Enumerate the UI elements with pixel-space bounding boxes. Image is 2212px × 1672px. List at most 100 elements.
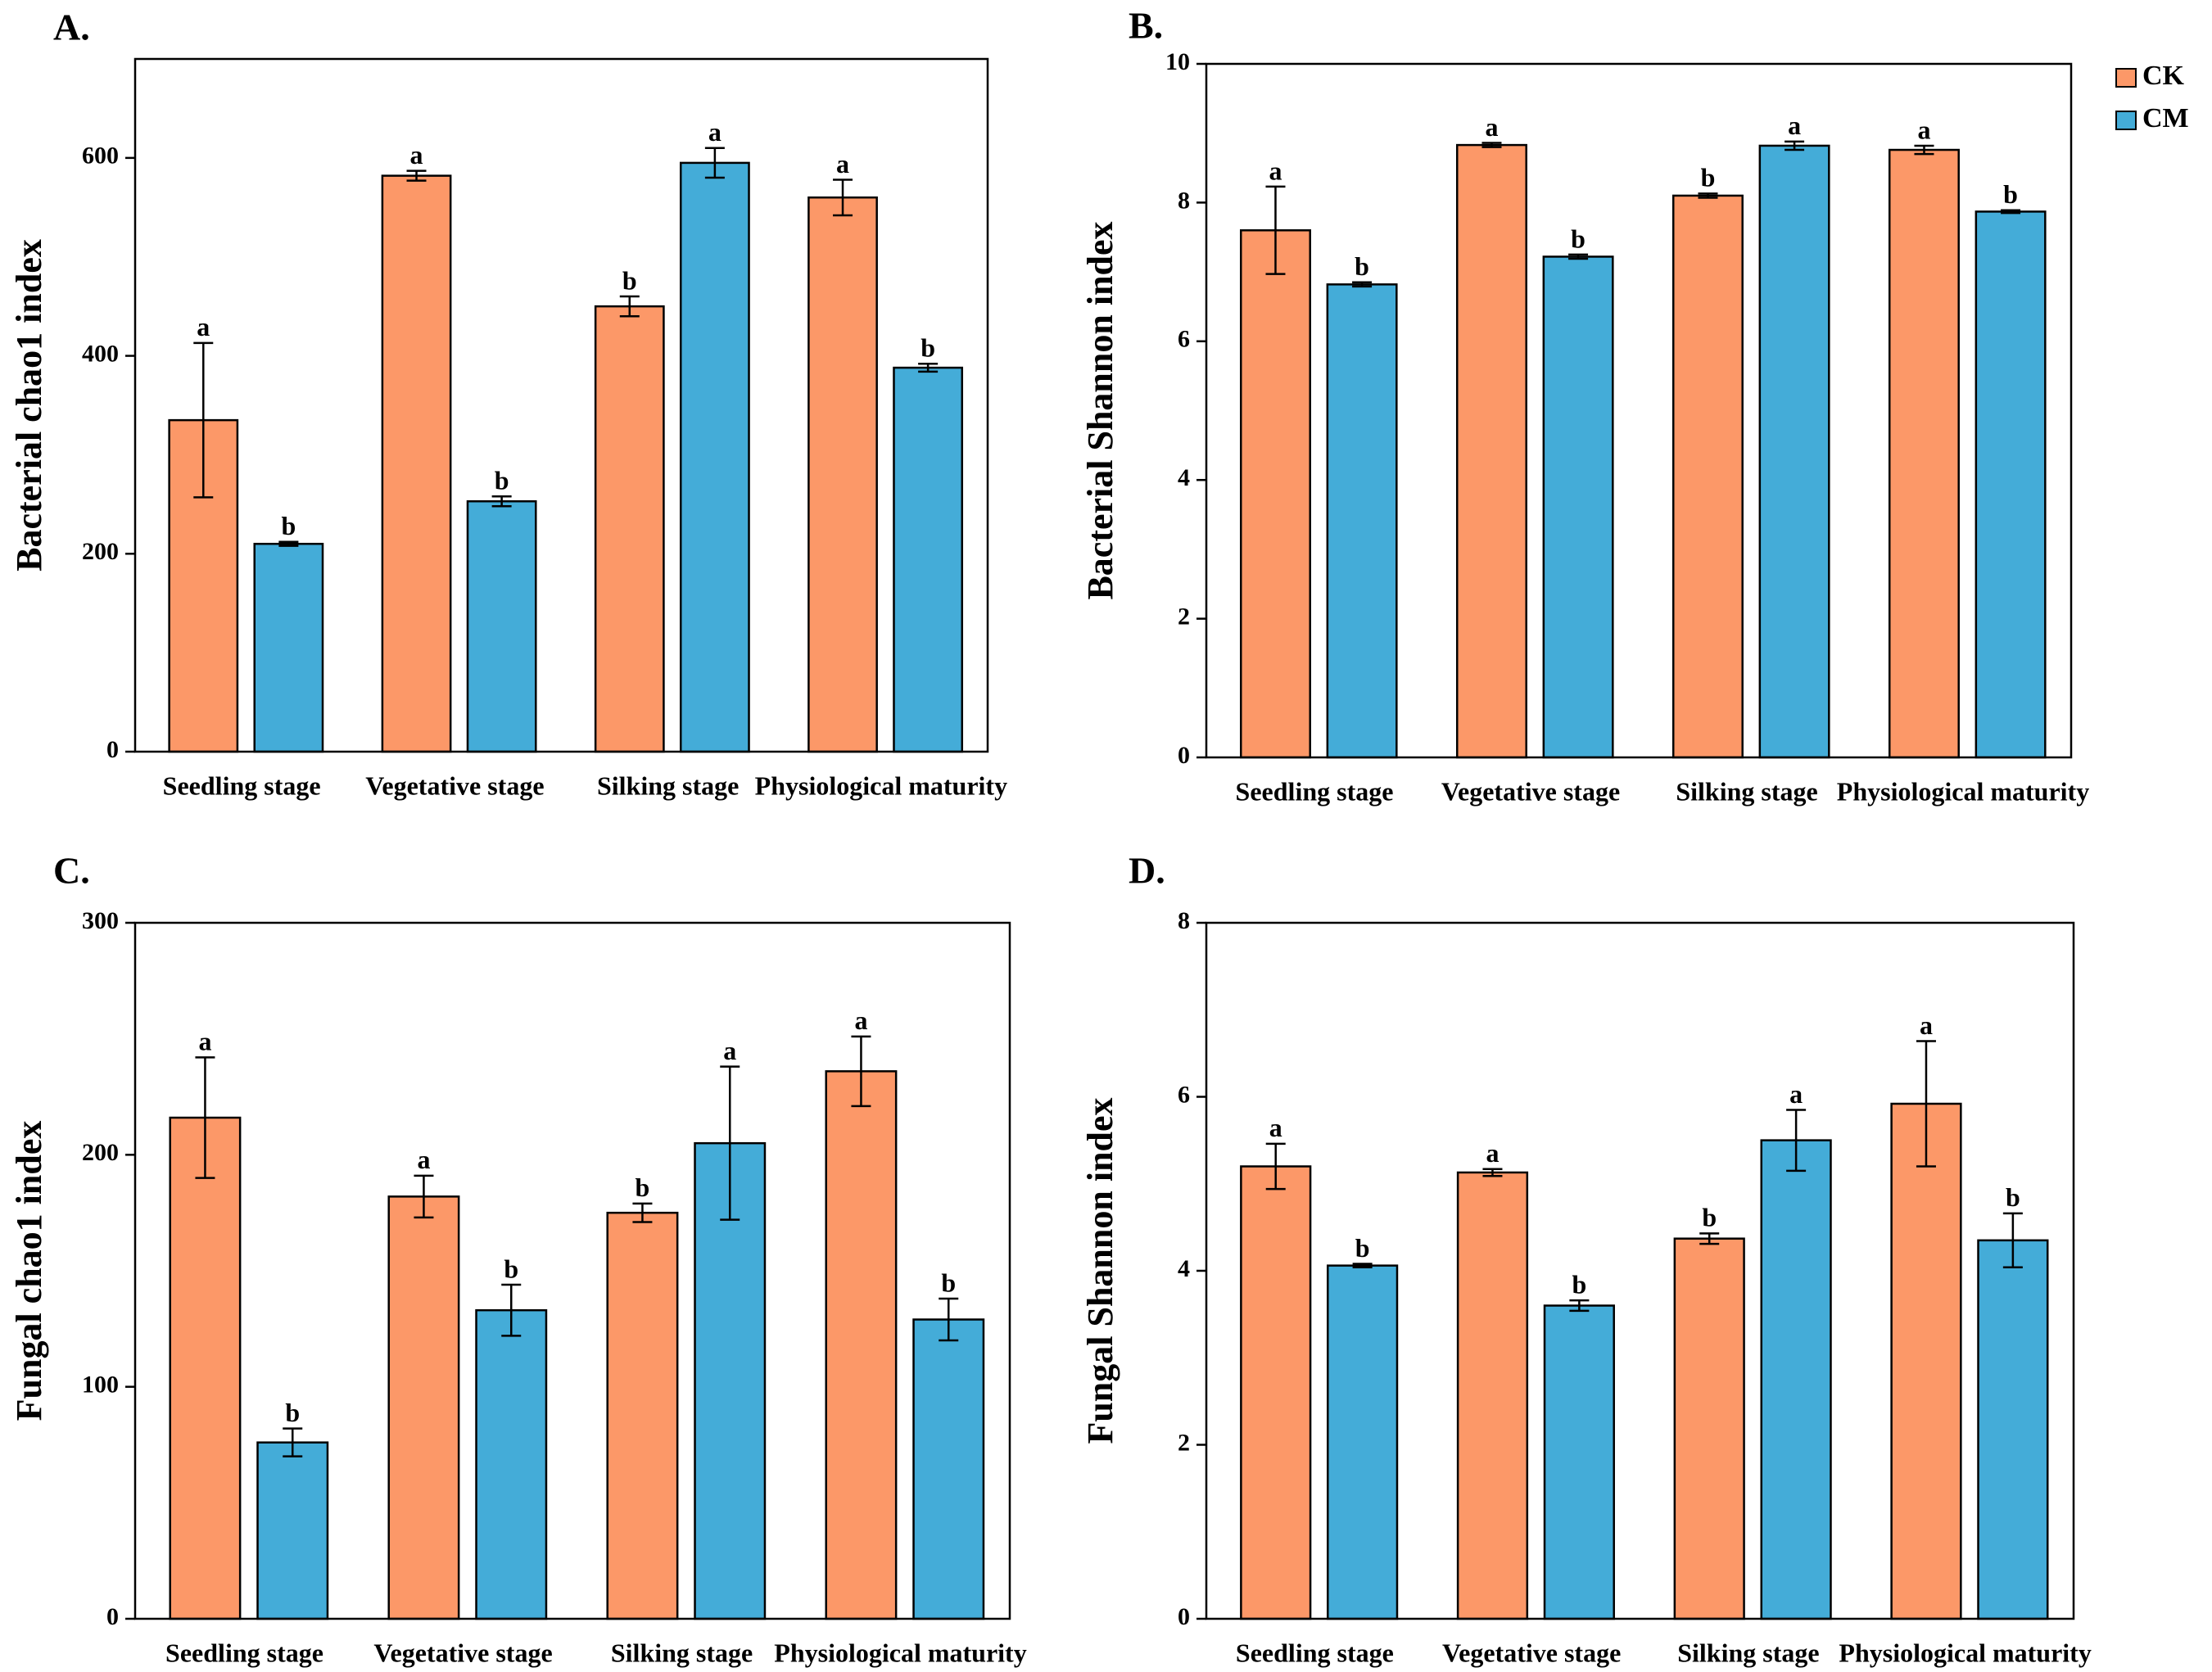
y-axis-title: Bacterial Shannon index bbox=[1080, 221, 1120, 599]
bar bbox=[594, 305, 665, 753]
error-bar bbox=[1352, 281, 1373, 288]
error-bar bbox=[1568, 253, 1589, 260]
x-tick-label: Vegetative stage bbox=[373, 1638, 552, 1667]
x-tick-label: Physiological maturity bbox=[1837, 776, 2089, 806]
legend-swatch bbox=[2115, 68, 2137, 88]
bar bbox=[893, 366, 964, 753]
error-bar bbox=[1265, 1142, 1286, 1191]
error-bar bbox=[1914, 144, 1934, 156]
y-tick-label: 8 bbox=[1178, 907, 1190, 934]
plot-frame bbox=[1205, 921, 2075, 1620]
error-bar bbox=[2002, 1212, 2023, 1268]
x-tick-label: Seedling stage bbox=[163, 770, 321, 800]
bar bbox=[1542, 255, 1614, 759]
bar bbox=[606, 1211, 679, 1620]
error-bar bbox=[414, 1174, 434, 1219]
x-tick-label: Vegetative stage bbox=[365, 770, 544, 800]
bar bbox=[1888, 148, 1960, 759]
error-bar bbox=[1481, 142, 1502, 148]
panel-label: C. bbox=[53, 850, 90, 892]
y-tick-label: 0 bbox=[106, 1603, 119, 1630]
significance-label: a bbox=[1486, 1138, 1499, 1168]
significance-label: a bbox=[1789, 1079, 1803, 1109]
significance-label: a bbox=[708, 117, 722, 147]
significance-label: a bbox=[198, 1027, 211, 1056]
y-tick-label: 0 bbox=[1178, 1603, 1190, 1630]
error-bar bbox=[193, 341, 214, 499]
error-bar bbox=[278, 540, 299, 547]
x-tick-label: Seedling stage bbox=[165, 1638, 323, 1667]
error-bar bbox=[918, 362, 939, 373]
bar bbox=[1673, 1237, 1745, 1620]
y-tick-label: 600 bbox=[82, 142, 119, 169]
bar bbox=[1456, 1171, 1529, 1620]
y-axis-title: Fungal chao1 index bbox=[9, 1121, 49, 1421]
bar bbox=[256, 1441, 329, 1620]
significance-label: a bbox=[836, 149, 849, 178]
y-tick-label: 0 bbox=[106, 736, 119, 763]
error-bar bbox=[833, 178, 853, 217]
y-tick-label: 200 bbox=[82, 1139, 119, 1166]
significance-label: b bbox=[1571, 224, 1585, 253]
bar bbox=[694, 1141, 767, 1620]
y-tick-label: 0 bbox=[1178, 742, 1190, 769]
error-bar bbox=[720, 1065, 740, 1221]
bar bbox=[807, 196, 878, 753]
significance-label: a bbox=[1788, 111, 1801, 140]
plot-frame bbox=[133, 57, 989, 753]
error-bar bbox=[406, 169, 427, 182]
x-tick-label: Silking stage bbox=[611, 1638, 753, 1667]
bar bbox=[1239, 229, 1311, 759]
panel-label: D. bbox=[1129, 850, 1165, 892]
bar bbox=[1671, 194, 1744, 759]
significance-label: b bbox=[281, 511, 296, 540]
significance-label: b bbox=[941, 1268, 956, 1297]
error-bar bbox=[704, 147, 725, 179]
panel-label: B. bbox=[1129, 5, 1163, 47]
error-bar bbox=[491, 495, 512, 508]
error-bar bbox=[195, 1056, 215, 1179]
bar bbox=[1760, 1139, 1832, 1620]
y-tick-label: 8 bbox=[1178, 187, 1190, 214]
x-tick-label: Seedling stage bbox=[1236, 776, 1394, 806]
panel-label: A. bbox=[53, 7, 90, 48]
legend-label: CM bbox=[2142, 103, 2189, 133]
y-tick-label: 4 bbox=[1178, 1255, 1190, 1282]
significance-label: a bbox=[197, 312, 210, 341]
x-tick-label: Physiological maturity bbox=[755, 770, 1007, 800]
bar bbox=[825, 1070, 898, 1620]
plot-frame bbox=[133, 921, 1011, 1620]
error-bar bbox=[1352, 1263, 1373, 1268]
bar bbox=[387, 1195, 460, 1620]
significance-label: a bbox=[1269, 156, 1282, 185]
error-bar bbox=[1699, 1232, 1720, 1245]
bar bbox=[679, 161, 750, 753]
significance-label: a bbox=[1485, 112, 1498, 142]
x-tick-label: Vegetative stage bbox=[1442, 1638, 1621, 1667]
significance-label: b bbox=[1702, 1203, 1717, 1232]
legend-label: CK bbox=[2142, 61, 2185, 91]
bar bbox=[253, 542, 324, 753]
significance-label: b bbox=[2003, 179, 2018, 209]
significance-label: b bbox=[1355, 251, 1369, 281]
plot-frame bbox=[1205, 62, 2073, 759]
x-tick-label: Physiological maturity bbox=[774, 1638, 1026, 1667]
significance-label: b bbox=[2006, 1182, 2020, 1212]
bar bbox=[1543, 1304, 1615, 1620]
error-bar bbox=[1482, 1168, 1503, 1177]
bar bbox=[1758, 144, 1830, 759]
x-tick-label: Seedling stage bbox=[1236, 1638, 1394, 1667]
significance-label: b bbox=[285, 1398, 300, 1427]
y-axis-title: Fungal Shannon index bbox=[1080, 1097, 1120, 1444]
bar bbox=[1890, 1102, 1962, 1620]
significance-label: b bbox=[504, 1254, 518, 1283]
error-bar bbox=[283, 1427, 303, 1457]
y-tick-label: 400 bbox=[82, 340, 119, 367]
significance-label: a bbox=[1917, 115, 1930, 144]
y-tick-label: 10 bbox=[1165, 48, 1190, 75]
y-tick-label: 100 bbox=[82, 1371, 119, 1399]
legend-swatch bbox=[2115, 111, 2137, 130]
bar bbox=[912, 1318, 985, 1620]
significance-label: b bbox=[495, 466, 509, 495]
